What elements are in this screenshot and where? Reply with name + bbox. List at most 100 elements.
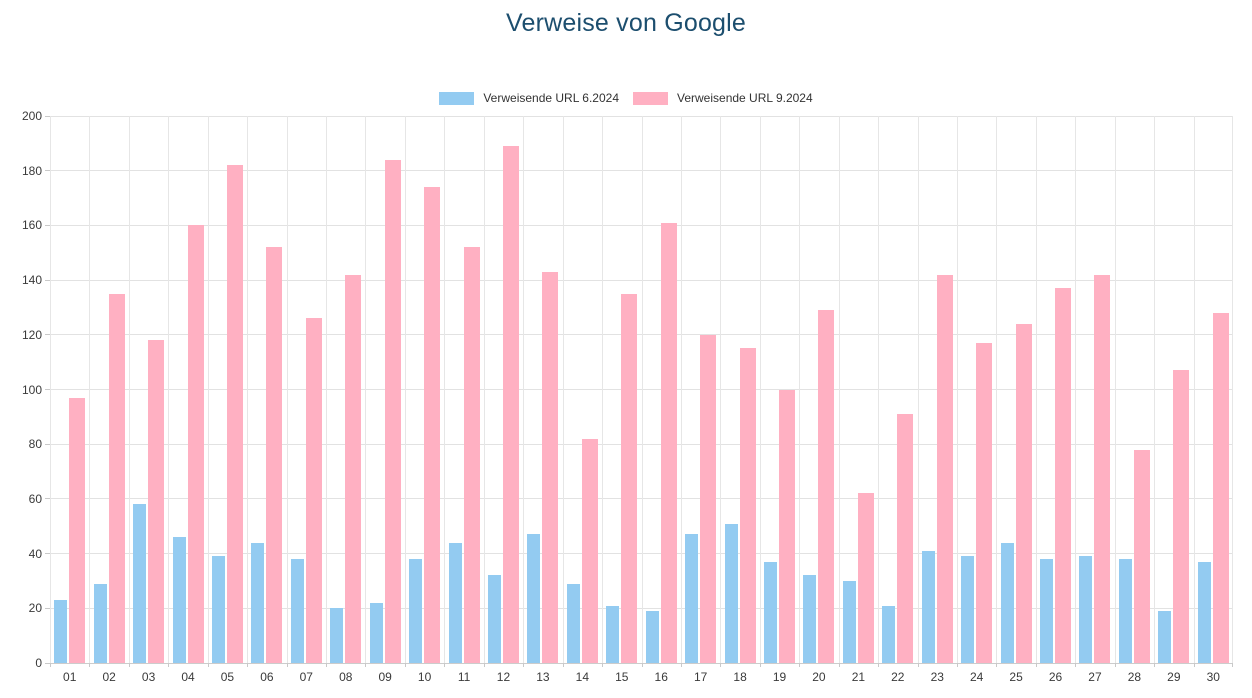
bar-url-6-2024-day-14 [566, 583, 580, 663]
x-axis-tick [444, 663, 446, 667]
chart-legend: Verweisende URL 6.2024 Verweisende URL 9… [0, 91, 1252, 105]
bar-url-9-2024-day-10 [424, 187, 441, 663]
gridline-x-boundary-3 [168, 116, 170, 663]
bar-url-6-2024-day-12 [487, 575, 501, 663]
y-axis-tick [45, 662, 50, 664]
y-axis-tick [45, 334, 50, 336]
x-axis-label-08: 08 [339, 670, 353, 684]
legend-swatch-blue [439, 91, 475, 105]
bar-url-9-2024-day-23 [936, 274, 953, 663]
gridline-x-boundary-23 [956, 116, 958, 663]
y-axis-tick [45, 498, 50, 500]
bar-url-9-2024-day-18 [739, 348, 756, 663]
gridline-x-boundary-30 [1232, 116, 1233, 663]
y-axis-tick [45, 389, 50, 390]
bar-url-9-2024-day-19 [779, 389, 796, 663]
y-axis-tick [45, 115, 50, 117]
bar-url-9-2024-day-08 [345, 274, 362, 663]
gridline-x-boundary-4 [207, 116, 209, 663]
gridline-x-boundary-11 [483, 116, 485, 663]
x-axis-label-06: 06 [260, 670, 274, 684]
x-axis-label-07: 07 [299, 670, 313, 684]
x-axis-label-28: 28 [1127, 670, 1142, 684]
bar-url-6-2024-day-28 [1118, 559, 1132, 663]
x-axis-label-22: 22 [891, 670, 905, 684]
bar-url-9-2024-day-04 [187, 225, 204, 663]
gridline-x-boundary-22 [917, 116, 919, 663]
bar-url-6-2024-day-13 [527, 534, 541, 663]
bar-url-6-2024-day-03 [133, 504, 147, 663]
legend-item-url-9-2024[interactable]: Verweisende URL 9.2024 [633, 91, 813, 105]
bar-url-6-2024-day-02 [93, 583, 107, 663]
x-axis-label-21: 21 [851, 670, 866, 684]
x-axis-tick [996, 663, 998, 667]
bar-url-9-2024-day-29 [1173, 370, 1190, 663]
bar-url-9-2024-day-11 [463, 247, 480, 663]
bar-url-9-2024-day-26 [1055, 288, 1072, 663]
x-axis-tick [128, 663, 130, 667]
y-axis-label-180: 180 [21, 163, 42, 178]
x-axis-label-18: 18 [733, 670, 747, 684]
gridline-x-boundary-2 [128, 116, 130, 663]
x-axis-tick [759, 663, 761, 667]
gridline-x-boundary-12 [523, 116, 525, 663]
x-axis-label-16: 16 [654, 670, 668, 684]
y-axis-tick [45, 224, 50, 226]
bar-url-6-2024-day-27 [1079, 556, 1093, 663]
x-axis-label-27: 27 [1088, 670, 1102, 684]
x-axis-label-26: 26 [1048, 670, 1063, 684]
gridline-x-boundary-25 [1035, 116, 1037, 663]
y-axis-label-40: 40 [28, 546, 42, 561]
bar-url-6-2024-day-06 [251, 542, 265, 663]
y-axis-label-100: 100 [21, 382, 42, 397]
bar-url-6-2024-day-01 [54, 600, 68, 663]
bar-url-9-2024-day-12 [502, 146, 519, 663]
x-axis-label-03: 03 [141, 670, 156, 684]
gridline-x-boundary-18 [759, 116, 761, 663]
y-axis-label-20: 20 [28, 601, 42, 616]
gridline-x-boundary-26 [1075, 116, 1077, 663]
legend-item-url-6-2024[interactable]: Verweisende URL 6.2024 [439, 91, 619, 105]
bar-url-9-2024-day-13 [542, 271, 559, 663]
x-axis-tick [878, 663, 880, 667]
x-axis-tick [1193, 663, 1195, 667]
bar-url-9-2024-day-16 [660, 222, 677, 663]
bar-url-6-2024-day-08 [330, 608, 344, 663]
bar-url-6-2024-day-07 [290, 559, 304, 663]
x-axis-tick [50, 663, 51, 667]
y-axis-tick [45, 279, 50, 281]
bar-url-6-2024-day-09 [369, 602, 383, 663]
x-axis-label-10: 10 [417, 670, 432, 684]
gridline-x-boundary-10 [444, 116, 446, 663]
bar-url-6-2024-day-05 [211, 556, 225, 663]
x-axis-tick [207, 663, 209, 667]
bar-url-6-2024-day-16 [645, 611, 659, 663]
bar-url-9-2024-day-21 [857, 493, 874, 663]
bar-url-6-2024-day-24 [961, 556, 975, 663]
y-axis-label-160: 160 [21, 218, 42, 233]
y-axis-label-140: 140 [21, 273, 42, 288]
x-axis-label-25: 25 [1009, 670, 1023, 684]
bar-url-6-2024-day-29 [1158, 611, 1172, 663]
x-axis-tick [1154, 663, 1156, 667]
x-axis-label-29: 29 [1167, 670, 1181, 684]
gridline-x-boundary-29 [1193, 116, 1195, 663]
x-axis-label-15: 15 [615, 670, 629, 684]
bar-url-9-2024-day-05 [226, 165, 243, 663]
x-axis-label-24: 24 [969, 670, 984, 684]
x-axis-tick [799, 663, 801, 667]
x-axis-label-04: 04 [181, 670, 195, 684]
bar-url-9-2024-day-07 [305, 318, 322, 663]
bar-url-9-2024-day-03 [148, 340, 165, 663]
x-axis-tick [838, 663, 840, 667]
x-axis-tick [89, 663, 91, 667]
gridline-x-boundary-20 [838, 116, 840, 663]
gridline-x-boundary-0 [50, 116, 51, 663]
y-axis-label-120: 120 [21, 327, 42, 342]
gridline-x-boundary-15 [641, 116, 643, 663]
bar-url-9-2024-day-25 [1015, 323, 1032, 663]
x-axis-label-23: 23 [930, 670, 944, 684]
bar-url-6-2024-day-04 [172, 537, 186, 663]
gridline-x-boundary-27 [1114, 116, 1116, 663]
